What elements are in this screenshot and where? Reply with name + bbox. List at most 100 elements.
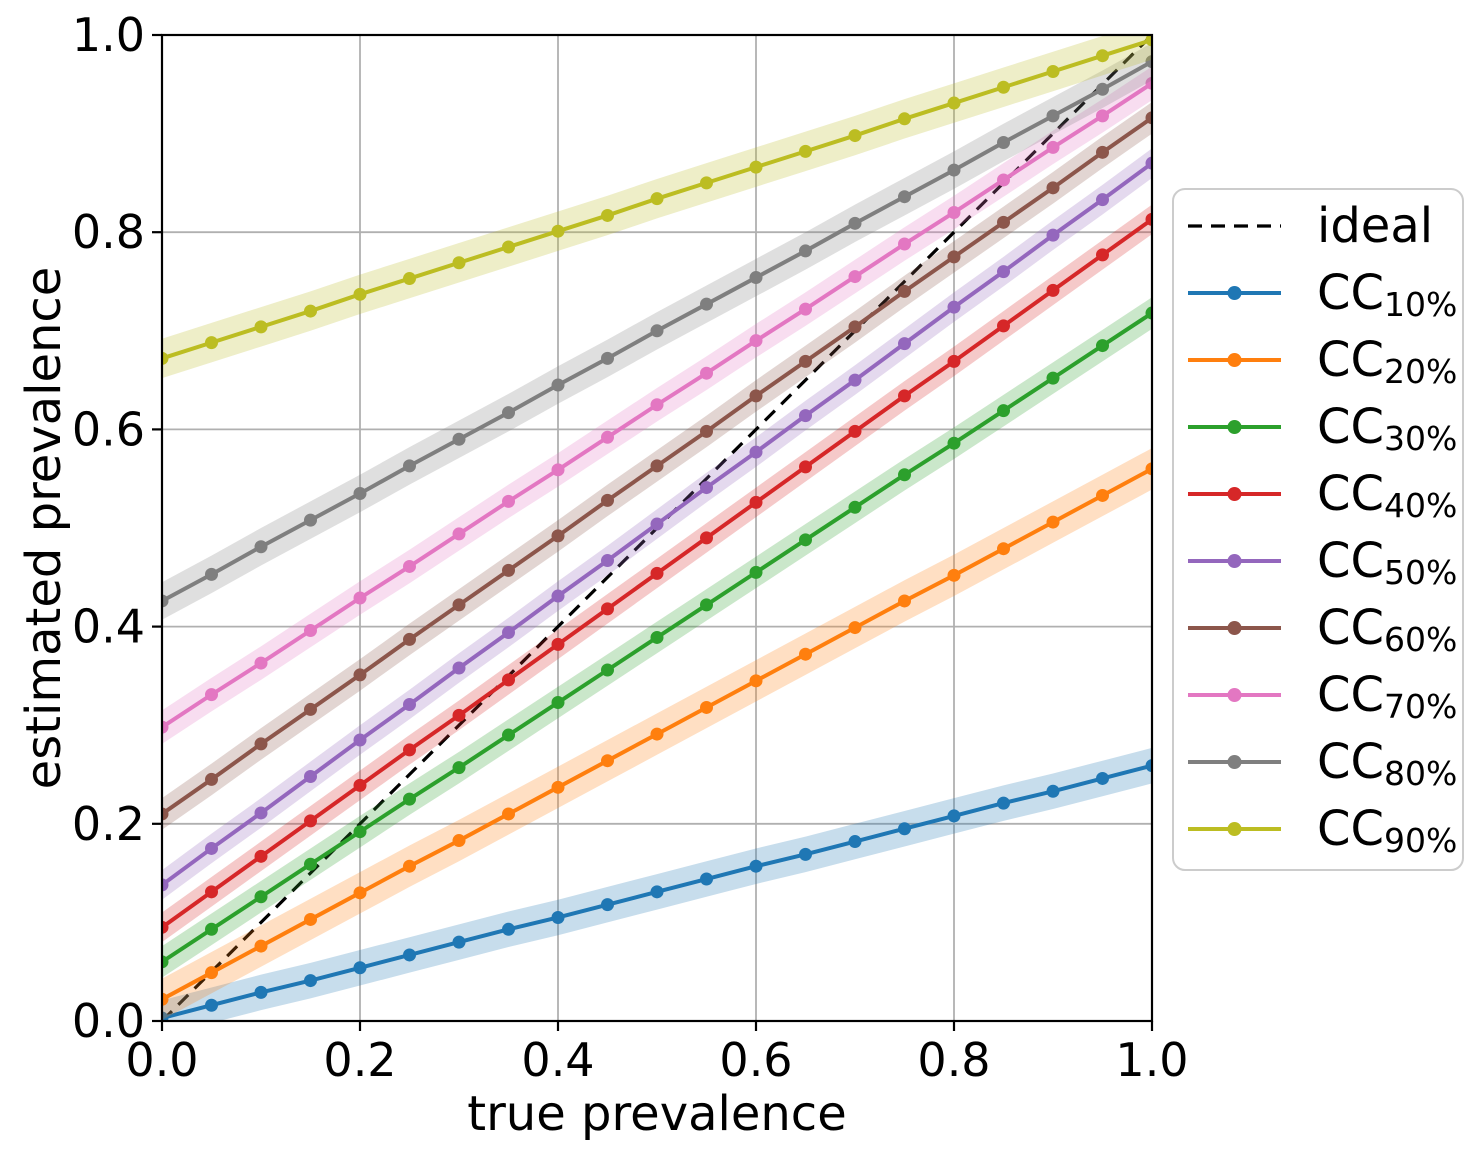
data-point <box>403 743 416 757</box>
legend-label-subscript: 30% <box>1384 419 1457 458</box>
data-point <box>403 948 416 962</box>
legend-label-cc-30: CC30% <box>1317 399 1457 458</box>
data-point <box>601 351 614 365</box>
data-point <box>403 559 416 573</box>
data-point <box>749 565 763 579</box>
data-point <box>304 702 317 716</box>
legend-entry-cc-80: CC80% <box>1188 734 1457 793</box>
data-point <box>205 688 218 702</box>
data-point <box>1046 140 1060 154</box>
data-point <box>353 961 367 975</box>
data-point <box>254 656 268 670</box>
x-axis-label: true prevalence <box>467 1086 846 1142</box>
legend-label-cc-40: CC40% <box>1317 466 1457 525</box>
data-point <box>1096 49 1109 63</box>
legend-marker-cc-70 <box>1227 688 1242 702</box>
data-point <box>162 992 169 1006</box>
data-point <box>601 208 614 222</box>
data-point <box>997 319 1010 333</box>
data-point <box>403 459 416 473</box>
data-point <box>162 955 169 969</box>
data-point <box>700 700 713 714</box>
y-tick-label: 0.2 <box>72 797 145 851</box>
y-tick-label: 1.0 <box>72 8 145 62</box>
data-point <box>1096 82 1109 96</box>
data-point <box>700 424 713 438</box>
data-point <box>162 878 169 892</box>
plot-border <box>160 33 1154 1023</box>
data-point <box>162 720 169 734</box>
series-markers-cc-30 <box>162 306 1152 969</box>
legend-label-cc-80: CC80% <box>1317 734 1457 793</box>
data-point <box>848 129 862 143</box>
data-point <box>799 244 812 258</box>
data-point <box>205 567 218 581</box>
data-point <box>799 847 812 861</box>
legend-label-base: CC <box>1317 667 1384 723</box>
data-point <box>749 859 763 873</box>
data-point <box>502 626 515 640</box>
series-markers-cc-20 <box>162 462 1152 1006</box>
y-tick-label: 0.6 <box>72 402 145 456</box>
data-point <box>304 769 317 783</box>
data-point <box>502 728 515 742</box>
legend-label-base: CC <box>1317 533 1384 589</box>
series-markers-cc-60 <box>162 111 1152 821</box>
legend-label-subscript: 50% <box>1384 553 1457 592</box>
legend-label-base: CC <box>1317 399 1384 455</box>
data-point <box>353 886 367 900</box>
data-point <box>799 354 812 368</box>
legend-marker-cc-30 <box>1227 420 1242 434</box>
legend-label-base: CC <box>1317 265 1384 321</box>
data-point <box>898 237 911 251</box>
data-point <box>1046 109 1060 123</box>
data-point <box>601 554 614 568</box>
series-markers-cc-70 <box>162 76 1152 734</box>
data-point <box>947 96 961 110</box>
data-point <box>1145 76 1152 90</box>
legend-label-ideal: ideal <box>1317 198 1433 254</box>
legend-label-base: CC <box>1317 466 1384 522</box>
data-point <box>452 527 466 541</box>
legend-marker-cc-20 <box>1227 353 1242 367</box>
legend: idealCC10%CC20%CC30%CC40%CC50%CC60%CC70%… <box>1172 188 1464 871</box>
data-point <box>254 849 268 863</box>
data-point <box>304 857 317 871</box>
data-point <box>304 974 317 988</box>
data-point <box>997 542 1010 556</box>
legend-label-subscript: 60% <box>1384 620 1457 659</box>
data-point <box>848 500 862 514</box>
data-point <box>1046 228 1060 242</box>
data-point <box>700 297 713 311</box>
data-point <box>799 302 812 316</box>
data-point <box>898 112 911 126</box>
data-point <box>898 594 911 608</box>
legend-label-base: CC <box>1317 600 1384 656</box>
legend-label-subscript: 90% <box>1384 821 1457 860</box>
data-point <box>162 594 169 608</box>
data-point <box>403 632 416 646</box>
legend-marker-cc-80 <box>1227 755 1242 769</box>
legend-marker-cc-10 <box>1227 286 1242 300</box>
data-point <box>353 778 367 792</box>
data-point <box>799 409 812 423</box>
data-point <box>898 389 911 403</box>
legend-marker-cc-40 <box>1227 487 1242 501</box>
data-point <box>452 708 466 722</box>
legend-label-base: CC <box>1317 734 1384 790</box>
data-point <box>452 661 466 675</box>
data-point <box>162 920 169 934</box>
x-tick-label: 0.2 <box>323 1033 396 1087</box>
legend-label-subscript: 80% <box>1384 754 1457 793</box>
legend-label-base: CC <box>1317 801 1384 857</box>
data-point <box>898 468 911 482</box>
data-point <box>1046 283 1060 297</box>
legend-entry-cc-40: CC40% <box>1188 466 1457 525</box>
data-point <box>749 334 763 348</box>
data-point <box>947 300 961 314</box>
data-point <box>898 337 911 351</box>
series-markers-cc-40 <box>162 212 1152 934</box>
data-point <box>205 885 218 899</box>
